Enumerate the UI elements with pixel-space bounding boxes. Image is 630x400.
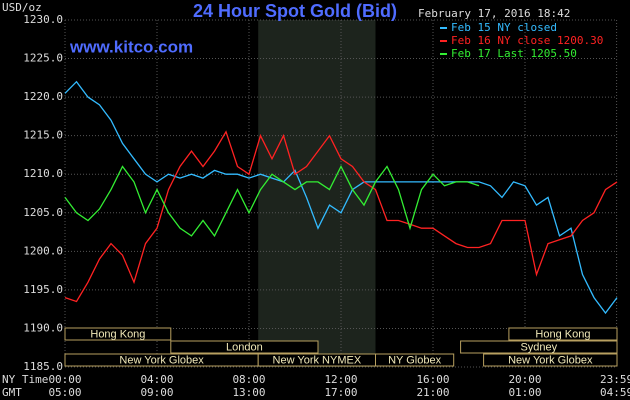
x-tick-label-gmt: 17:00 xyxy=(324,386,357,399)
legend-label: Feb 17 Last 1205.50 xyxy=(451,47,577,60)
y-tick-label: 1200.0 xyxy=(23,244,63,257)
session-bar xyxy=(170,340,319,354)
x-tick-label-gmt: 01:00 xyxy=(508,386,541,399)
x-tick-label: 23:59 xyxy=(600,373,630,386)
x-row-label: NY Time xyxy=(2,373,48,386)
y-tick-label: 1215.0 xyxy=(23,129,63,142)
session-label: London xyxy=(226,341,263,353)
legend-label: Feb 16 NY close 1200.30 xyxy=(451,34,603,47)
y-tick-label: 1190.0 xyxy=(23,321,63,334)
y-tick-label: 1220.0 xyxy=(23,90,63,103)
x-tick-label: 08:00 xyxy=(232,373,265,386)
unit-label: USD/oz xyxy=(2,1,42,14)
session-bar xyxy=(460,340,618,354)
y-tick-label: 1225.0 xyxy=(23,52,63,65)
timestamp: February 17, 2016 18:42 xyxy=(418,7,570,20)
series-line xyxy=(64,130,618,303)
x-tick-label-gmt: 04:59 xyxy=(600,386,630,399)
y-tick-label: 1185.0 xyxy=(23,360,63,373)
x-tick-label-gmt: 09:00 xyxy=(140,386,173,399)
session-label: NY Globex xyxy=(388,354,441,366)
watermark: www.kitco.com xyxy=(69,37,193,56)
x-row-label: GMT xyxy=(2,386,22,399)
session-bar xyxy=(375,353,455,367)
session-bar xyxy=(64,327,172,341)
legend-label: Feb 15 NY closed xyxy=(451,21,557,34)
y-tick-label: 1195.0 xyxy=(23,283,63,296)
series-line xyxy=(64,80,618,315)
session-label: New York Globex xyxy=(119,354,204,366)
x-tick-label-gmt: 13:00 xyxy=(232,386,265,399)
y-tick-label: 1205.0 xyxy=(23,206,63,219)
chart-title: 24 Hour Spot Gold (Bid) xyxy=(193,1,397,21)
session-label: Hong Kong xyxy=(535,328,590,340)
x-tick-label: 04:00 xyxy=(140,373,173,386)
y-tick-label: 1210.0 xyxy=(23,167,63,180)
x-tick-label: 16:00 xyxy=(416,373,449,386)
x-tick-label: 12:00 xyxy=(324,373,357,386)
session-label: Hong Kong xyxy=(90,328,145,340)
series-line xyxy=(64,165,480,238)
x-tick-label-gmt: 05:00 xyxy=(48,386,81,399)
x-tick-label-gmt: 21:00 xyxy=(416,386,449,399)
session-label: New York Globex xyxy=(508,354,593,366)
y-tick-label: 1230.0 xyxy=(23,13,63,26)
session-label: Sydney xyxy=(520,341,557,353)
x-tick-label: 20:00 xyxy=(508,373,541,386)
session-label: New York NYMEX xyxy=(273,354,362,366)
session-band xyxy=(258,20,376,367)
session-bar xyxy=(483,353,618,367)
x-tick-label: 00:00 xyxy=(48,373,81,386)
session-bar xyxy=(508,327,618,341)
